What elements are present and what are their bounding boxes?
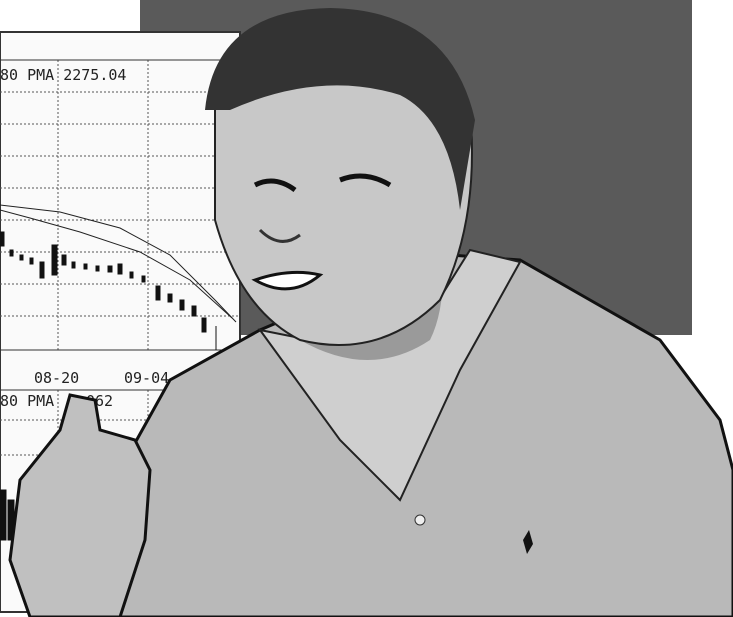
- upper-label: 80 PMA 2275.04: [0, 66, 126, 84]
- date-label: 09-04: [124, 369, 169, 387]
- button: [415, 515, 425, 525]
- photo: 80 PMA 2275.04 08-20 09-04 80 PMA 062: [0, 0, 733, 617]
- date-label: 08-20: [34, 369, 79, 387]
- lower-label: 80 PMA: [0, 392, 54, 410]
